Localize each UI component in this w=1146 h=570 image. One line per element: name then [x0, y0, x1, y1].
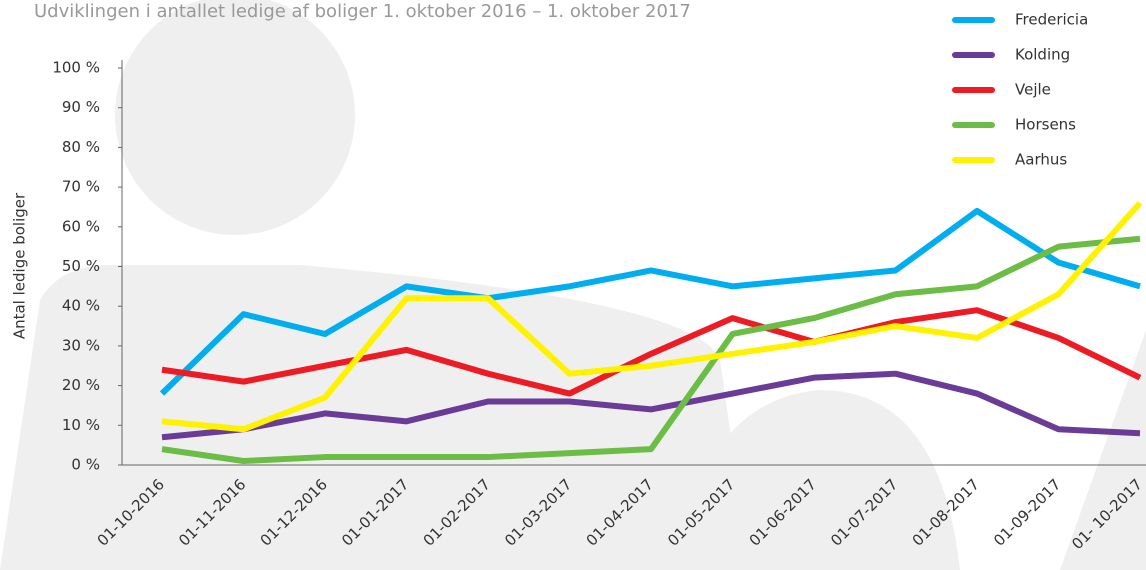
series-line	[161, 307, 1142, 397]
series-line	[161, 370, 1141, 441]
y-tick-label: 80 %	[62, 138, 100, 156]
chart-title: Udviklingen i antallet ledige af boliger…	[34, 1, 691, 22]
legend-label: Fredericia	[1015, 11, 1088, 29]
y-tick-label: 10 %	[62, 416, 100, 434]
series-line	[159, 207, 1141, 396]
x-tick-label: 01-09-2017	[990, 475, 1064, 549]
y-tick-label: 40 %	[62, 297, 100, 315]
y-tick-label: 90 %	[62, 98, 100, 116]
legend-label: Vejle	[1015, 81, 1051, 99]
y-axis-label: Antal ledige boliger	[11, 192, 29, 339]
y-tick-label: 20 %	[62, 376, 100, 394]
y-tick-label: 50 %	[62, 257, 100, 275]
legend-label: Kolding	[1015, 46, 1070, 64]
series-line	[161, 235, 1141, 465]
y-tick-label: 0 %	[71, 456, 100, 474]
y-tick-label: 60 %	[62, 217, 100, 235]
legend-label: Aarhus	[1015, 151, 1067, 169]
legend-label: Horsens	[1015, 116, 1076, 134]
y-tick-label: 30 %	[62, 336, 100, 354]
y-tick-label: 70 %	[62, 178, 100, 196]
y-tick-label: 100 %	[52, 59, 100, 77]
series-line	[161, 200, 1143, 433]
